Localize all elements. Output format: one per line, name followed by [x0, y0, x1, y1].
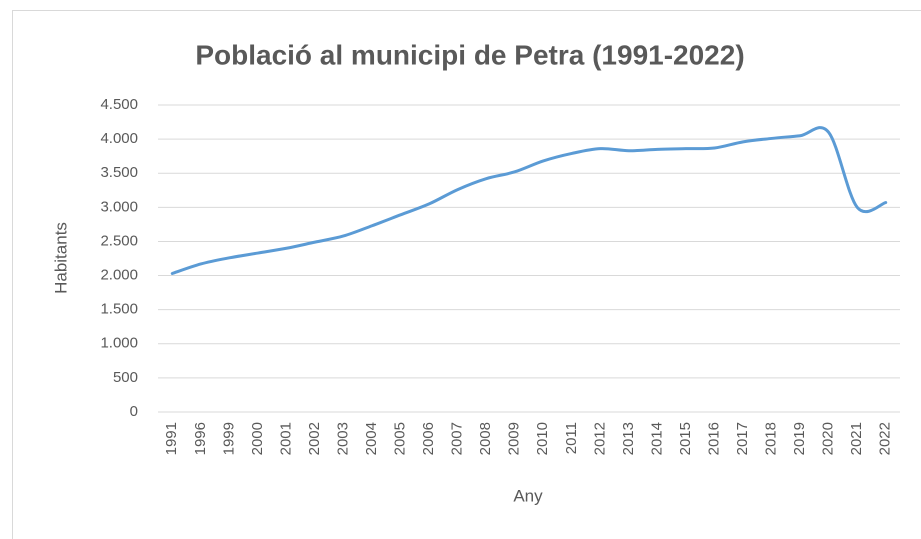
x-tick-label: 2009	[506, 422, 523, 455]
x-tick-label: 2002	[306, 422, 323, 455]
x-tick-label: 2008	[477, 422, 494, 455]
data-line	[170, 126, 888, 276]
x-tick-label: 2011	[563, 422, 580, 454]
x-tick-label: 2000	[249, 422, 266, 455]
x-tick-label: 1999	[220, 422, 237, 455]
x-tick-label: 2020	[820, 422, 837, 455]
y-tick-label: 3.000	[100, 198, 138, 215]
chart-frame	[12, 10, 921, 539]
x-tick-label: 2022	[877, 422, 894, 455]
x-tick-label: 2003	[334, 422, 351, 455]
y-tick-label: 0	[130, 403, 138, 420]
x-tick-label: 2004	[363, 422, 380, 455]
y-tick-label: 1.500	[100, 301, 138, 318]
x-axis-label: Any	[513, 486, 543, 505]
x-tick-label: 1991	[163, 422, 180, 455]
y-tick-label: 4.000	[100, 130, 138, 147]
x-tick-label: 1996	[192, 422, 209, 455]
x-tick-label: 2021	[848, 422, 865, 455]
y-tick-label: 1.000	[100, 335, 138, 352]
x-tick-label: 2012	[591, 422, 608, 455]
x-tick-label: 2010	[534, 422, 551, 455]
x-tick-label: 2019	[791, 422, 808, 455]
y-tick-label: 4.500	[100, 96, 138, 113]
y-tick-label: 500	[113, 369, 138, 386]
x-tick-label: 2014	[648, 422, 665, 455]
y-tick-label: 2.000	[100, 267, 138, 284]
y-tick-label: 3.500	[100, 164, 138, 181]
y-tick-label: 2.500	[100, 232, 138, 249]
x-tick-label: 2017	[734, 422, 751, 455]
x-tick-label: 2001	[277, 422, 294, 455]
chart-title: Població al municipi de Petra (1991-2022…	[195, 39, 744, 70]
y-axis-label: Habitants	[51, 222, 70, 294]
x-tick-label: 2005	[392, 422, 409, 455]
x-tick-label: 2016	[705, 422, 722, 455]
x-tick-label: 2015	[677, 422, 694, 455]
x-tick-label: 2013	[620, 422, 637, 455]
x-tick-label: 2007	[449, 422, 466, 455]
x-tick-label: 2006	[420, 422, 437, 455]
x-tick-label: 2018	[763, 422, 780, 455]
